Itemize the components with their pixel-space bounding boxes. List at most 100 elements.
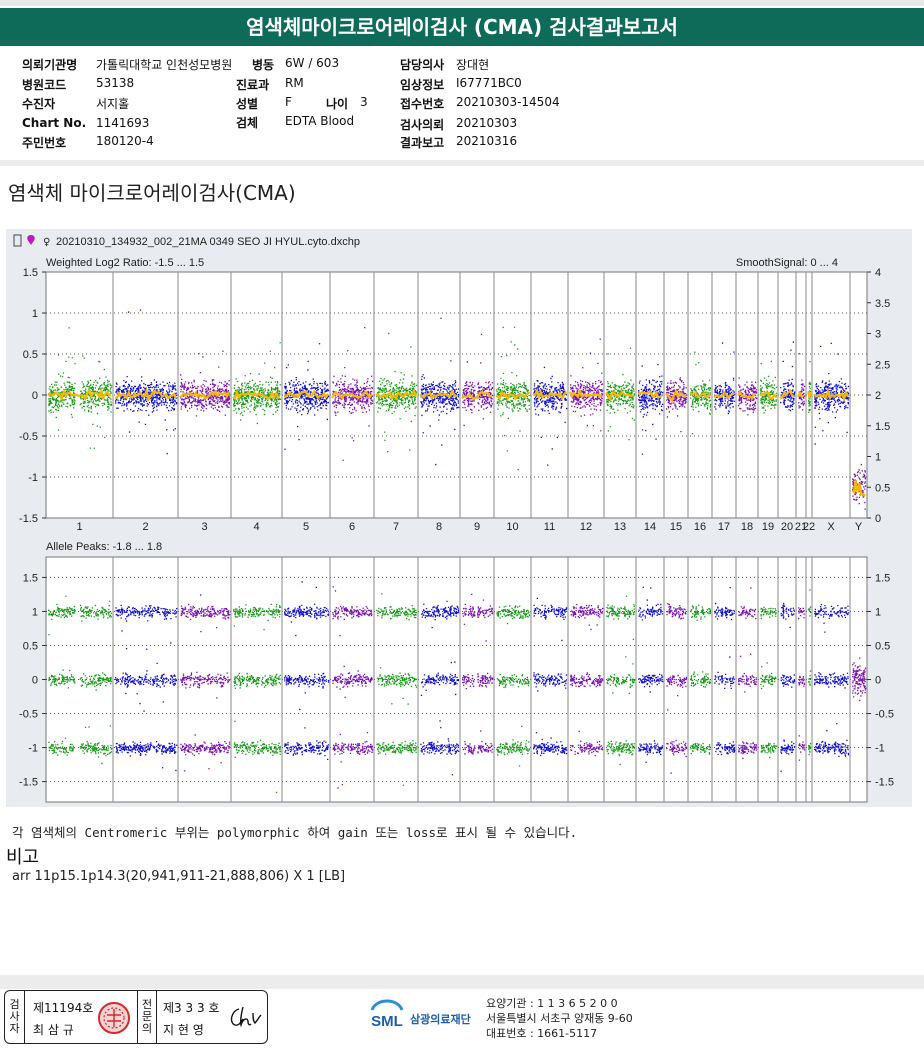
top-panel-series-chr10 [496, 326, 531, 471]
examiner-label-1: 검 [9, 998, 20, 1011]
chromosome-label: 5 [303, 521, 309, 533]
top-panel-left-tick-label: -1 [28, 472, 38, 484]
org-name: 삼광의료재단 [410, 1013, 471, 1026]
top-panel-right-tick-label: 0.5 [875, 482, 890, 494]
top-panel-left-tick-label: 0 [32, 390, 38, 402]
doctor-value: 장대현 [456, 58, 490, 72]
signature-icon [230, 1006, 262, 1028]
cma-chart: ♀ 20210310_134932_002_21MA 0349 SEO JI H… [6, 229, 912, 807]
top-panel-left-tick-label: -0.5 [19, 431, 38, 443]
top-panel-smooth-signal-chr3 [179, 389, 230, 400]
specialist-label-2: 문 [141, 1010, 153, 1023]
chromosome-label: 21 [795, 521, 807, 533]
bottom-panel-series-chr14 [638, 586, 664, 763]
bottom-panel-series-chr19 [760, 606, 778, 759]
top-panel-series-chr8 [420, 317, 460, 466]
top-panel-left-tick-label: 0.5 [23, 349, 38, 361]
marker-icon [27, 235, 35, 245]
examinee-label: 수진자 [22, 97, 56, 111]
institution-value: 가톨릭대학교 인천성모병원 [96, 58, 233, 72]
top-panel-smooth-signal-chr12 [568, 388, 603, 399]
bottom-panel-series-chr5 [284, 581, 330, 760]
dept-label: 진료과 [236, 78, 270, 92]
bottom-panel-series-chr2 [115, 577, 178, 772]
top-panel-right-tick-label: 1.5 [875, 421, 890, 433]
top-panel-smooth-signal-chr7 [375, 388, 418, 401]
top-panel-smooth-signal-chr8 [419, 388, 459, 401]
bottom-panel-series-chr9 [462, 593, 494, 755]
top-panel-smooth-signal-chr2 [114, 386, 177, 402]
chromosome-label: 11 [544, 521, 555, 533]
top-panel-series-chr4 [233, 342, 282, 425]
top-panel-series-chr18 [738, 377, 758, 416]
top-panel-smooth-signal-chr16 [689, 392, 711, 399]
chromosome-label: 17 [718, 521, 730, 533]
specimen-value: EDTA Blood [285, 114, 355, 128]
top-panel-right-tick-label: 2.5 [875, 359, 890, 371]
bottom-panel-right-tick-label: -0.5 [875, 709, 894, 721]
top-panel-series-chr3 [180, 350, 231, 417]
bottom-panel-series-chr16 [690, 604, 712, 755]
top-right-label: SmoothSignal: 0 ... 4 [736, 257, 838, 269]
top-panel-left-tick-label: -1.5 [19, 513, 38, 525]
examiner-name: 최 삼 규 [33, 1023, 74, 1037]
doctor-label: 담당의사 [400, 58, 445, 72]
top-panel-smooth-signal-chr13 [605, 390, 634, 402]
bottom-panel-series-chrY [852, 657, 867, 702]
chromosome-label: 12 [580, 521, 592, 533]
examiner-no: 제11194호 [33, 1001, 94, 1015]
top-left-label: Weighted Log2 Ratio: -1.5 ... 1.5 [46, 257, 204, 269]
top-panel-smooth-signal-chr10 [495, 389, 530, 402]
top-panel-series-chr15 [666, 377, 688, 433]
chart-no-value: 1141693 [96, 116, 150, 130]
dept-value: RM [285, 76, 304, 90]
chromosome-label: 9 [474, 521, 480, 533]
chromosome-label: 18 [741, 521, 753, 533]
bottom-left-label: Allele Peaks: -1.8 ... 1.8 [46, 541, 162, 553]
care-code: 요양기관 : 1 1 3 6 5 2 0 0 [486, 997, 618, 1010]
chromosome-label: 15 [670, 521, 682, 533]
chromosome-label: 16 [694, 521, 706, 533]
top-panel-series-chr22 [808, 360, 812, 413]
chromosome-label: 4 [253, 521, 259, 533]
chromosome-label: 8 [436, 521, 442, 533]
examiner-label-3: 자 [9, 1022, 20, 1035]
chromosome-label: 2 [142, 521, 148, 533]
top-panel-smooth-signal-chrY [851, 480, 866, 497]
bottom-panel-left-tick-label: 1 [32, 606, 38, 618]
top-panel-smooth-signal-chr11 [532, 387, 567, 401]
top-panel-smooth-signal-chr1 [47, 387, 112, 402]
sex-value: F [285, 95, 292, 109]
specialist-no: 제3 3 3 호 [163, 1001, 220, 1015]
bottom-panel-series-chr13 [606, 595, 636, 766]
report-date-label: 결과보고 [400, 136, 445, 150]
top-panel-smooth-signal-chr6 [331, 390, 373, 401]
bottom-panel-left-tick-label: -1 [28, 743, 38, 755]
chromosome-label: 6 [349, 521, 355, 533]
top-panel-right-tick-label: 0 [875, 513, 881, 525]
bottom-panel-left-tick-label: 1.5 [23, 572, 38, 584]
bottom-panel-right-tick-label: -1 [875, 743, 885, 755]
top-panel-right-tick-label: 1 [875, 452, 881, 464]
top-panel-smooth-signal-chr18 [737, 390, 757, 400]
top-panel-smooth-signal-chr9 [461, 390, 493, 401]
examiner-seal-icon [98, 1002, 130, 1034]
top-panel-smooth-signal-chr19 [759, 391, 777, 401]
chromosome-label: 14 [644, 521, 656, 533]
centromeric-note: 각 염색체의 Centromeric 부위는 polymorphic 하여 ga… [12, 825, 578, 840]
footer-divider [0, 975, 924, 989]
bottom-panel-left-tick-label: -1.5 [19, 777, 38, 789]
bottom-panel-right-tick-label: -1.5 [875, 777, 894, 789]
top-panel-series-chr6 [332, 327, 374, 461]
top-panel-right-tick-label: 2 [875, 390, 881, 402]
request-date-label: 검사의뢰 [400, 118, 445, 132]
bottom-panel-left-tick-label: 0.5 [23, 640, 38, 652]
rrn-label: 주민번호 [22, 136, 67, 150]
top-panel-smooth-signal-chr5 [284, 389, 329, 400]
top-panel-right-tick-label: 3.5 [875, 298, 890, 310]
bottom-panel-left-tick-label: 0 [32, 675, 38, 687]
receipt-no-label: 접수번호 [400, 97, 445, 111]
sml-logo-text: SML [371, 1013, 403, 1030]
file-name: 20210310_134932_002_21MA 0349 SEO JI HYU… [56, 236, 360, 248]
section-title: 염색체 마이크로어레이검사(CMA) [8, 181, 296, 205]
